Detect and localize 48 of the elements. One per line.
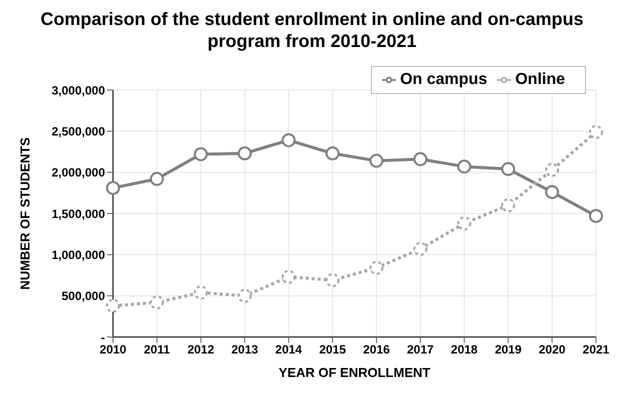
point: [545, 185, 560, 200]
x-tick-label: 2018: [450, 342, 478, 357]
legend-label: Online: [515, 71, 565, 88]
x-tick-label: 2016: [363, 342, 390, 357]
y-axis-title: NUMBER OF STUDENTS: [18, 136, 33, 290]
x-tick-label: 2013: [231, 342, 258, 357]
point: [457, 160, 472, 174]
point: [282, 133, 296, 148]
x-tick-label: 2020: [538, 342, 566, 357]
point: [326, 273, 340, 288]
y-tick-label: 2,000,000: [52, 166, 106, 180]
y-tick-label: -: [101, 330, 105, 344]
point: [238, 288, 252, 303]
point: [106, 180, 120, 195]
point: [194, 147, 208, 162]
point: [413, 152, 428, 166]
point: [106, 298, 120, 313]
point: [457, 216, 472, 230]
point: [369, 260, 384, 275]
y-tick-label: 1,500,000: [52, 206, 106, 221]
point: [501, 162, 516, 176]
x-tick-label: 2021: [582, 342, 610, 357]
y-tick-label: 3,000,000: [52, 83, 106, 98]
point: [545, 162, 560, 177]
x-tick-label: 2015: [319, 342, 346, 357]
x-tick-label: 2011: [144, 342, 170, 357]
y-tick-label: 2,500,000: [52, 124, 106, 138]
x-tick-label: 2017: [407, 342, 434, 357]
point: [326, 146, 340, 160]
point: [369, 154, 384, 168]
y-tick-label: 1,000,000: [52, 248, 106, 262]
point: [194, 286, 208, 300]
x-tick-label: 2019: [494, 342, 522, 357]
point: [501, 198, 516, 212]
x-axis-title: YEAR OF ENROLLMENT: [278, 365, 430, 380]
chart-title: Comparison of the student enrollment in online and on-campus program from 2010-2021: [39, 8, 585, 52]
point: [589, 208, 603, 223]
x-tick-label: 2010: [100, 342, 127, 357]
point: [413, 242, 428, 256]
legend-label: On campus: [400, 71, 488, 88]
x-tick-label: 2012: [187, 342, 214, 357]
x-tick-label: 2014: [275, 342, 302, 357]
point: [589, 124, 603, 139]
point: [282, 270, 296, 284]
y-tick-label: 500,000: [62, 289, 106, 304]
point: [150, 172, 164, 186]
point: [150, 295, 164, 310]
point: [238, 146, 252, 160]
